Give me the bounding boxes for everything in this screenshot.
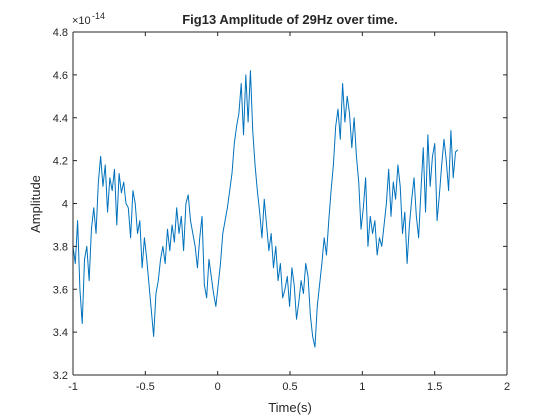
y-axis-label: Amplitude [28, 175, 43, 233]
y-ticks: 3.2 3.4 3.6 3.8 4 4.2 4.4 4.6 4.8 [53, 27, 507, 382]
x-tick-label: -0.5 [136, 381, 155, 393]
plot-line-layer [72, 70, 459, 348]
plot-area [73, 32, 507, 375]
amplitude-series-line [72, 70, 459, 348]
x-axis-label: Time(s) [268, 400, 312, 415]
y-tick-label: 4.8 [53, 27, 68, 39]
y-multiplier: ×10 [72, 15, 91, 27]
y-tick-label: 4.2 [53, 156, 68, 168]
y-tick-label: 3.4 [53, 327, 68, 339]
x-tick-label: 2 [504, 381, 510, 393]
x-tick-label: 0.5 [282, 381, 297, 393]
x-tick-label: -1 [68, 381, 78, 393]
y-tick-label: 4.4 [53, 113, 68, 125]
chart-title: Fig13 Amplitude of 29Hz over time. [182, 12, 398, 27]
x-tick-label: 0 [215, 381, 221, 393]
y-tick-label: 3.2 [53, 370, 68, 382]
y-exponent-label: ×10 -14 [72, 11, 105, 27]
x-ticks: -1 -0.5 0 0.5 1 1.5 2 [68, 32, 510, 393]
x-tick-label: 1.5 [427, 381, 442, 393]
y-tick-label: 4 [62, 199, 68, 211]
y-tick-label: 3.8 [53, 241, 68, 253]
y-exponent: -14 [92, 11, 105, 21]
x-tick-label: 1 [359, 381, 365, 393]
y-tick-label: 4.6 [53, 70, 68, 82]
y-tick-label: 3.6 [53, 284, 68, 296]
